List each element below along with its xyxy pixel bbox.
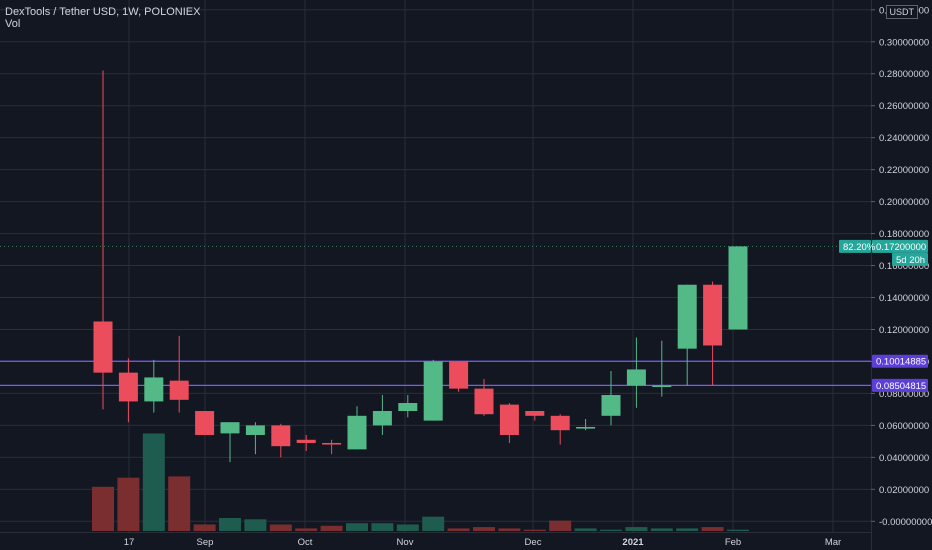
candle-body	[677, 284, 697, 349]
volume-bar	[549, 520, 572, 531]
time-tick-label: Nov	[397, 537, 414, 548]
time-tick-label: Dec	[525, 537, 542, 548]
level-price-badge: 0.08504815	[876, 381, 926, 392]
last-price-badge: 0.17200000	[876, 242, 926, 253]
price-tick-label: 0.30000000	[879, 37, 929, 48]
volume-bar	[523, 529, 546, 531]
volume-bar	[295, 528, 318, 531]
price-tick-label: 0.04000000	[879, 453, 929, 464]
volume-bar	[142, 433, 165, 531]
price-tick-label: 0.24000000	[879, 133, 929, 144]
volume-bar	[600, 529, 622, 531]
time-tick-label: Mar	[825, 537, 841, 548]
price-tick-label: -0.00000000	[879, 517, 932, 528]
candle-body	[118, 372, 138, 402]
level-price-badge-bg	[872, 378, 928, 392]
volume-bar	[168, 476, 191, 531]
volume-bar	[396, 524, 419, 531]
volume-bar	[701, 527, 724, 531]
countdown-badge: 5d 20h	[896, 255, 925, 266]
volume-bar	[650, 528, 673, 531]
volume-bar	[371, 523, 394, 531]
time-axis[interactable]: 17 Sep Oct Nov Dec 2021 Feb Mar	[124, 537, 841, 548]
candle-body	[550, 415, 570, 431]
candle-body	[601, 395, 621, 416]
candle-body	[449, 361, 469, 389]
candle-body	[169, 380, 189, 400]
candle-body	[652, 385, 672, 388]
candle-body	[703, 284, 723, 346]
candle-body	[423, 361, 443, 421]
countdown-badge-bg	[892, 252, 928, 266]
price-tick-label: 0.28000000	[879, 69, 929, 80]
volume-bars	[92, 433, 749, 531]
level-price-badge-bg	[872, 354, 928, 368]
time-tick-label: Oct	[298, 537, 313, 548]
price-tick-label: 0.02000000	[879, 485, 929, 496]
volume-bar	[117, 477, 140, 531]
currency-badge[interactable]: USDT	[885, 5, 918, 19]
volume-bar	[320, 525, 343, 531]
candle-body	[93, 321, 113, 373]
time-tick-label: Feb	[725, 537, 741, 548]
candle-body	[195, 411, 215, 435]
candle-body	[728, 246, 748, 330]
price-axis[interactable]: -0.00000000 0.02000000 0.04000000 0.0600000…	[871, 5, 932, 528]
candle-body	[474, 388, 494, 415]
symbol-title[interactable]: DexTools / Tether USD, 1W, POLONIEX	[5, 6, 201, 18]
price-tick-label: 0.18000000	[879, 229, 929, 240]
candle-body	[245, 425, 265, 435]
volume-indicator-label[interactable]: Vol	[5, 18, 21, 30]
volume-bar	[473, 527, 495, 531]
price-tick-label: 0.26000000	[879, 101, 929, 112]
volume-bar	[269, 524, 292, 531]
time-tick-label: 17	[124, 537, 135, 548]
candle-body	[347, 415, 367, 450]
candle-body	[220, 422, 240, 434]
price-tick-label: 0.14000000	[879, 293, 929, 304]
volume-bar	[625, 527, 648, 531]
volume-bar	[727, 529, 749, 531]
candle-body	[322, 442, 342, 445]
volume-bar	[422, 516, 445, 531]
price-tick-label: 0.08000000	[879, 389, 929, 400]
volume-bar	[92, 486, 114, 531]
volume-bar	[346, 523, 368, 531]
volume-bar	[219, 518, 241, 531]
price-tick-label: 0.12000000	[879, 325, 929, 336]
volume-bar	[447, 528, 470, 531]
time-tick-label: Sep	[197, 537, 214, 548]
candle-body	[144, 377, 164, 402]
candle-body	[626, 369, 646, 386]
candlesticks	[93, 70, 748, 463]
volume-bar	[574, 528, 597, 531]
volume-bar	[676, 528, 699, 531]
price-tick-label: 0.22000000	[879, 165, 929, 176]
volume-bar	[498, 528, 521, 531]
volume-bar	[193, 524, 216, 531]
candle-body	[398, 403, 418, 412]
level-price-badge: 0.10014885	[876, 357, 926, 368]
candle-body	[499, 404, 519, 435]
last-price-badge-bg	[872, 239, 928, 253]
candle-body	[296, 439, 316, 443]
time-tick-label: 2021	[622, 537, 644, 548]
price-tick-label: 0.06000000	[879, 421, 929, 432]
last-change-badge-bg	[839, 239, 871, 253]
candle-body	[271, 425, 291, 447]
last-change-badge: 82.20%	[843, 242, 876, 253]
candle-body	[525, 411, 545, 416]
candle-body	[372, 411, 392, 426]
price-tick-label: 0.16000000	[879, 261, 929, 272]
candle-body	[576, 426, 596, 429]
volume-bar	[244, 519, 267, 531]
price-tick-label: 0.20000000	[879, 197, 929, 208]
